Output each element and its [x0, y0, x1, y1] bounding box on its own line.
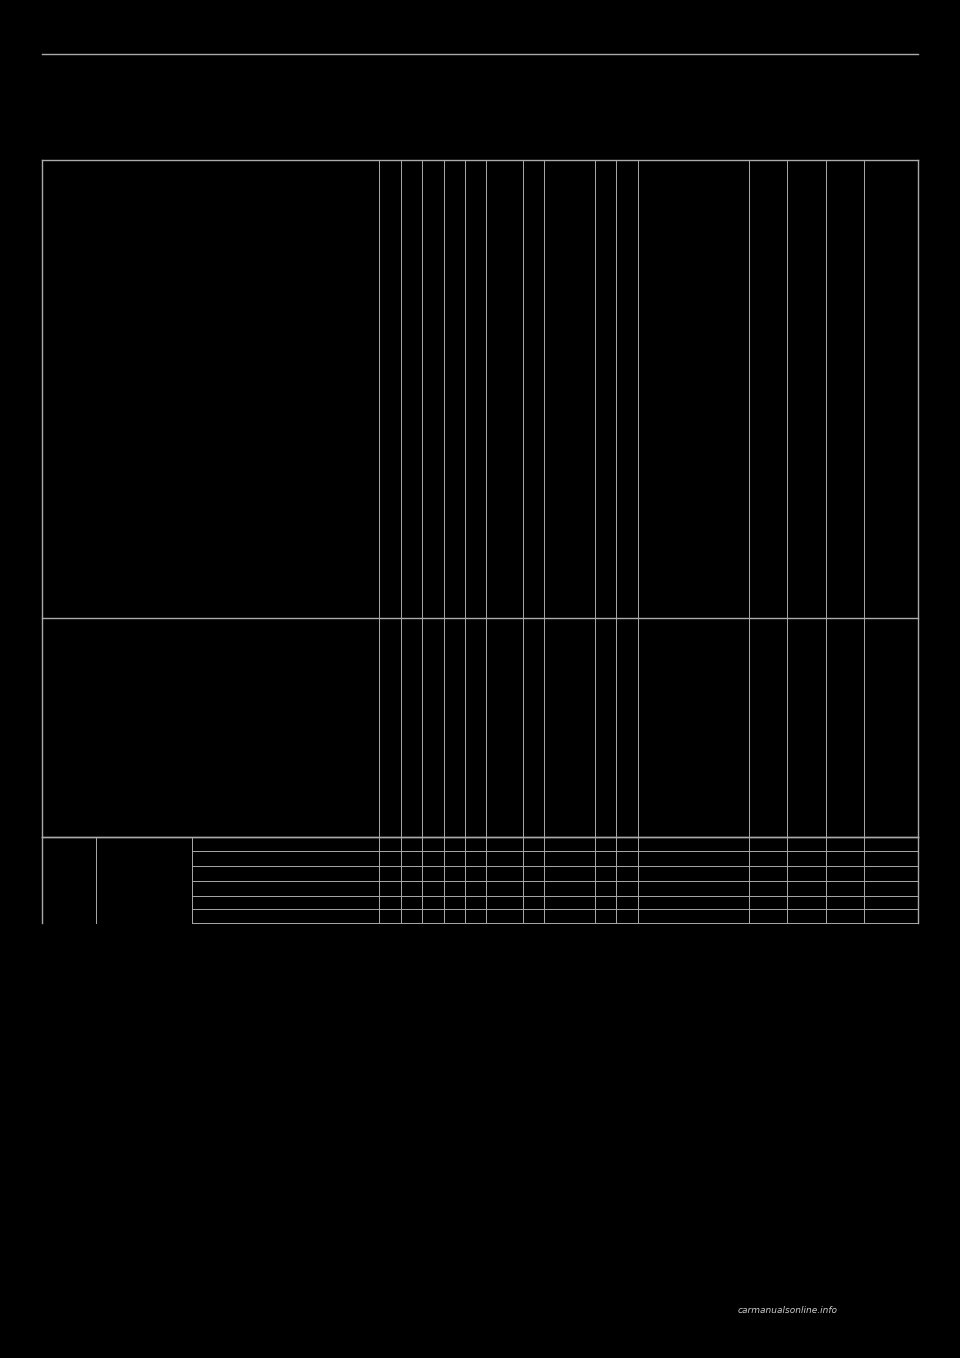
Text: carmanualsonline.info: carmanualsonline.info	[737, 1306, 837, 1315]
